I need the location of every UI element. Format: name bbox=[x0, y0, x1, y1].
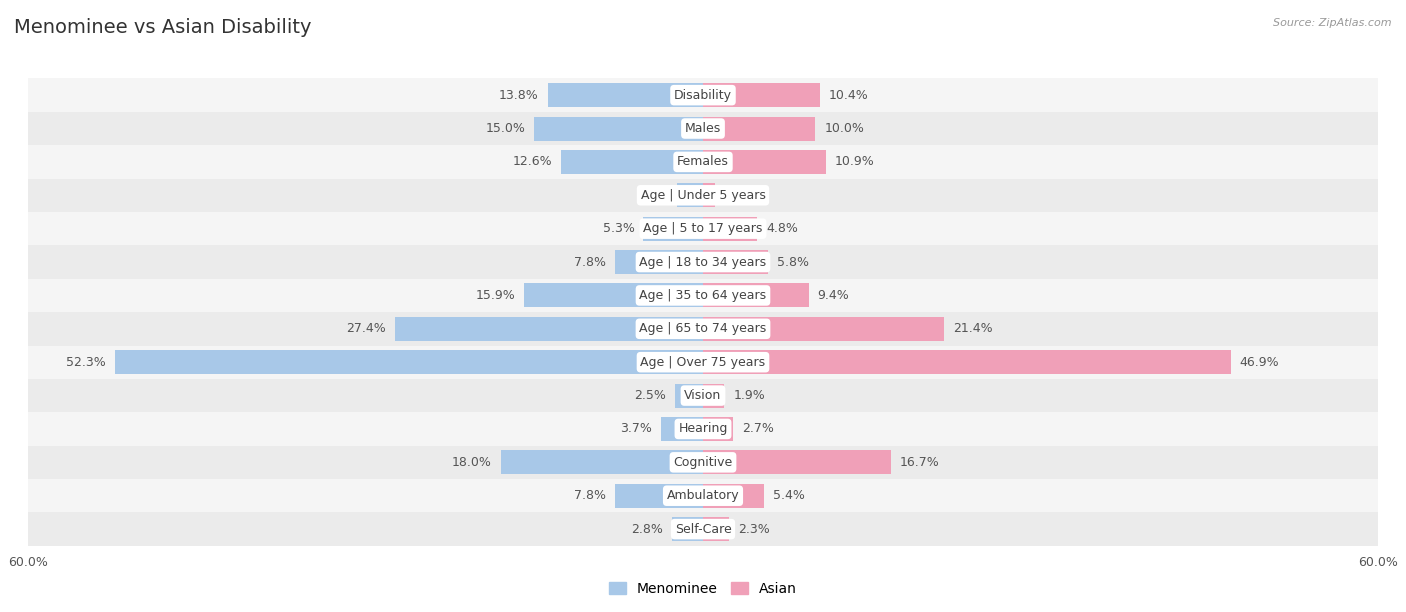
Bar bbox=[703, 483, 763, 508]
Bar bbox=[28, 312, 1378, 346]
Text: Source: ZipAtlas.com: Source: ZipAtlas.com bbox=[1274, 18, 1392, 28]
Text: 27.4%: 27.4% bbox=[346, 323, 385, 335]
Bar bbox=[28, 179, 1378, 212]
Bar bbox=[703, 116, 815, 141]
Text: 2.3%: 2.3% bbox=[637, 188, 668, 202]
Text: Males: Males bbox=[685, 122, 721, 135]
Bar bbox=[28, 479, 1378, 512]
Text: 7.8%: 7.8% bbox=[574, 256, 606, 269]
Text: 9.4%: 9.4% bbox=[818, 289, 849, 302]
Bar bbox=[678, 183, 703, 207]
Bar bbox=[28, 112, 1378, 145]
Bar bbox=[703, 250, 768, 274]
Text: 15.9%: 15.9% bbox=[475, 289, 515, 302]
Legend: Menominee, Asian: Menominee, Asian bbox=[603, 576, 803, 601]
Bar bbox=[703, 83, 820, 107]
Bar bbox=[548, 83, 703, 107]
Text: 46.9%: 46.9% bbox=[1240, 356, 1279, 368]
Text: Females: Females bbox=[678, 155, 728, 168]
Bar bbox=[28, 278, 1378, 312]
Bar bbox=[28, 78, 1378, 112]
Text: Vision: Vision bbox=[685, 389, 721, 402]
Text: 10.9%: 10.9% bbox=[835, 155, 875, 168]
Text: 1.1%: 1.1% bbox=[724, 188, 756, 202]
Bar bbox=[644, 217, 703, 241]
Bar bbox=[703, 183, 716, 207]
Text: Self-Care: Self-Care bbox=[675, 523, 731, 536]
Bar bbox=[703, 150, 825, 174]
Text: Cognitive: Cognitive bbox=[673, 456, 733, 469]
Bar bbox=[115, 350, 703, 374]
Bar bbox=[703, 450, 891, 474]
Bar bbox=[675, 384, 703, 408]
Bar bbox=[28, 412, 1378, 446]
Text: 2.5%: 2.5% bbox=[634, 389, 666, 402]
Text: 5.3%: 5.3% bbox=[603, 222, 634, 235]
Text: 10.0%: 10.0% bbox=[824, 122, 865, 135]
Text: Age | 35 to 64 years: Age | 35 to 64 years bbox=[640, 289, 766, 302]
Text: 52.3%: 52.3% bbox=[66, 356, 105, 368]
Text: 7.8%: 7.8% bbox=[574, 489, 606, 502]
Bar bbox=[28, 212, 1378, 245]
Bar bbox=[703, 283, 808, 307]
Text: Age | 18 to 34 years: Age | 18 to 34 years bbox=[640, 256, 766, 269]
Text: Age | Over 75 years: Age | Over 75 years bbox=[641, 356, 765, 368]
Text: Hearing: Hearing bbox=[678, 422, 728, 436]
Bar bbox=[703, 417, 734, 441]
Bar bbox=[524, 283, 703, 307]
Bar bbox=[661, 417, 703, 441]
Bar bbox=[501, 450, 703, 474]
Bar bbox=[703, 384, 724, 408]
Text: 10.4%: 10.4% bbox=[830, 89, 869, 102]
Bar bbox=[28, 446, 1378, 479]
Bar bbox=[534, 116, 703, 141]
Text: 4.8%: 4.8% bbox=[766, 222, 797, 235]
Text: 16.7%: 16.7% bbox=[900, 456, 939, 469]
Text: 18.0%: 18.0% bbox=[451, 456, 492, 469]
Bar bbox=[395, 317, 703, 341]
Text: Disability: Disability bbox=[673, 89, 733, 102]
Bar bbox=[28, 379, 1378, 412]
Text: 13.8%: 13.8% bbox=[499, 89, 538, 102]
Text: Age | 5 to 17 years: Age | 5 to 17 years bbox=[644, 222, 762, 235]
Text: 2.7%: 2.7% bbox=[742, 422, 775, 436]
Text: 5.8%: 5.8% bbox=[778, 256, 810, 269]
Bar bbox=[703, 217, 756, 241]
Text: 3.7%: 3.7% bbox=[620, 422, 652, 436]
Bar bbox=[703, 350, 1230, 374]
Bar bbox=[703, 517, 728, 541]
Text: 15.0%: 15.0% bbox=[485, 122, 526, 135]
Text: 5.4%: 5.4% bbox=[773, 489, 804, 502]
Text: Age | Under 5 years: Age | Under 5 years bbox=[641, 188, 765, 202]
Bar bbox=[672, 517, 703, 541]
Text: Menominee vs Asian Disability: Menominee vs Asian Disability bbox=[14, 18, 312, 37]
Bar bbox=[703, 317, 943, 341]
Text: Ambulatory: Ambulatory bbox=[666, 489, 740, 502]
Bar bbox=[28, 512, 1378, 546]
Text: 2.8%: 2.8% bbox=[631, 523, 662, 536]
Text: Age | 65 to 74 years: Age | 65 to 74 years bbox=[640, 323, 766, 335]
Bar bbox=[28, 346, 1378, 379]
Bar bbox=[28, 145, 1378, 179]
Bar bbox=[561, 150, 703, 174]
Bar bbox=[28, 245, 1378, 278]
Text: 21.4%: 21.4% bbox=[953, 323, 993, 335]
Text: 2.3%: 2.3% bbox=[738, 523, 769, 536]
Text: 1.9%: 1.9% bbox=[734, 389, 765, 402]
Bar bbox=[616, 250, 703, 274]
Bar bbox=[616, 483, 703, 508]
Text: 12.6%: 12.6% bbox=[513, 155, 553, 168]
